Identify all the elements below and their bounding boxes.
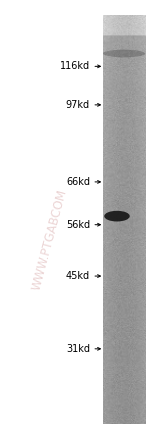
Text: 66kd: 66kd bbox=[66, 177, 90, 187]
Text: WWW.PTGABCOM: WWW.PTGABCOM bbox=[30, 188, 69, 291]
Text: 97kd: 97kd bbox=[66, 100, 90, 110]
Text: 31kd: 31kd bbox=[66, 344, 90, 354]
Text: 45kd: 45kd bbox=[66, 271, 90, 281]
Text: 116kd: 116kd bbox=[60, 61, 90, 71]
Ellipse shape bbox=[104, 211, 130, 222]
Text: 56kd: 56kd bbox=[66, 220, 90, 230]
Ellipse shape bbox=[103, 50, 145, 57]
